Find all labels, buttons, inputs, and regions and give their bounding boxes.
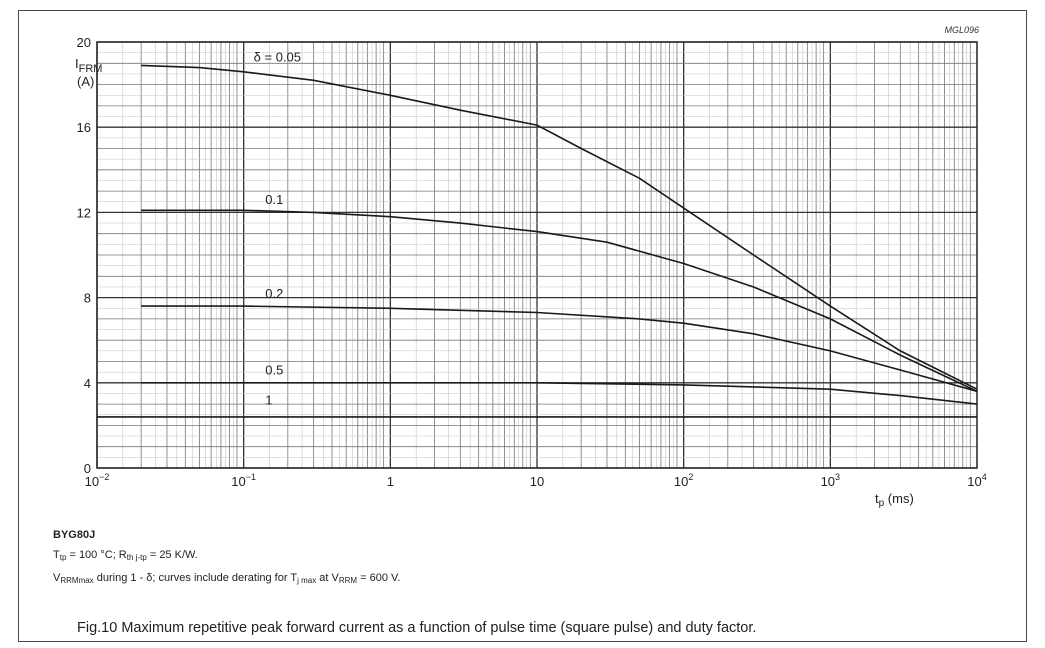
x-tick-label: 104: [967, 472, 986, 489]
curve-label: 0.5: [265, 363, 283, 378]
curve-label: 0.1: [265, 192, 283, 207]
y-tick-label: 0: [84, 461, 91, 476]
y-tick-label: 12: [77, 205, 91, 220]
figure-code: MGL096: [944, 25, 979, 35]
curve-label: 0.2: [265, 286, 283, 301]
curve-line: [141, 209, 978, 393]
y-tick-label: 16: [77, 120, 91, 135]
x-tick-label: 102: [674, 472, 693, 489]
x-tick-label: 10−2: [85, 472, 110, 489]
notes-line-2: VRRMmax during 1 - δ; curves include der…: [53, 572, 401, 585]
chart-axes: 0 4 8 12 16 20 10−2 10−1 1 10 102 103 104: [77, 35, 987, 489]
x-tick-label: 10−1: [231, 472, 256, 489]
curve-line: [141, 64, 978, 390]
y-tick-label: 4: [84, 376, 91, 391]
y-tick-label: 20: [77, 35, 91, 50]
chart-curves: [97, 64, 978, 418]
chart: 0 4 8 12 16 20 10−2 10−1 1 10 102 103 104 IFRM(A) tp …: [75, 25, 987, 509]
y-tick-label: 8: [84, 291, 91, 306]
x-tick-label: 1: [387, 474, 394, 489]
notes-line-1: Ttp = 100 °C; Rth j-tp = 25 K/W.: [53, 549, 198, 562]
curve-label: 1: [265, 392, 272, 407]
curve-line: [141, 305, 978, 393]
chart-grid: [96, 41, 977, 469]
curve-line: [141, 382, 978, 405]
x-axis-label: tp (ms): [875, 491, 914, 509]
part-number: BYG80J: [53, 529, 96, 541]
figure-caption: Fig.10 Maximum repetitive peak forward c…: [77, 620, 757, 636]
figure-frame: 0 4 8 12 16 20 10−2 10−1 1 10 102 103 104 IFRM (A) tp …: [18, 10, 1027, 642]
y-axis-label: IFRM: [75, 56, 102, 75]
x-tick-label: 10: [530, 474, 544, 489]
notes-block: BYG80J Ttp = 100 °C; Rth j-tp = 25 K/W. …: [53, 525, 400, 591]
y-axis-unit: (A): [77, 74, 94, 89]
chart-labels: IFRM(A) tp (ms) δ = 0.05 0.1 0.2 0.5 1: [75, 49, 914, 509]
curve-label: δ = 0.05: [254, 49, 301, 64]
plot-border: [96, 41, 978, 469]
x-tick-label: 103: [821, 472, 840, 489]
